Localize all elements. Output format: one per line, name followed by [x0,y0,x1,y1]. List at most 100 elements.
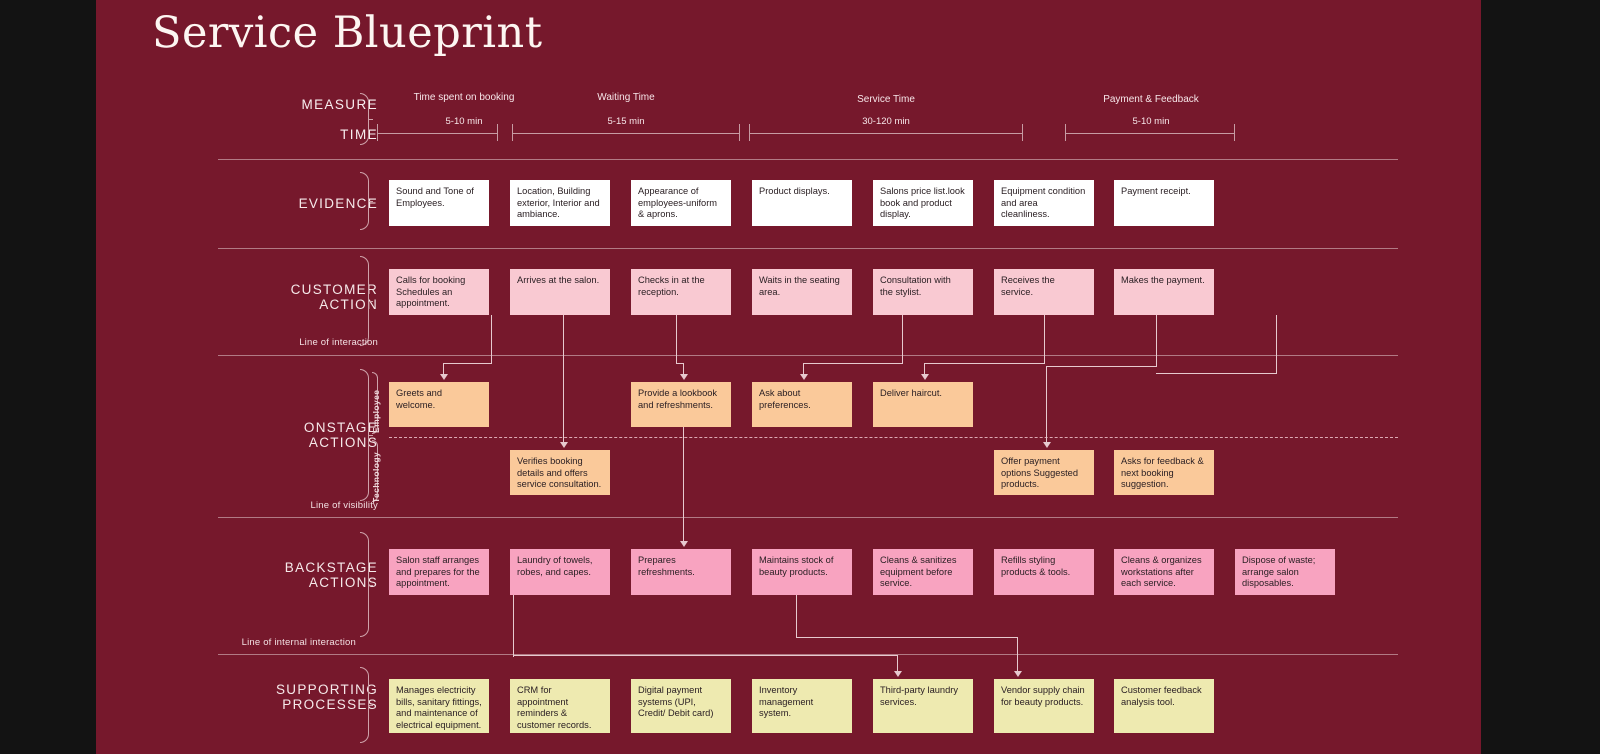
supporting-process-box[interactable]: Digital payment systems (UPI, Credit/ De… [631,679,731,733]
connector-segment [1017,637,1019,673]
connector-segment [796,637,1018,639]
customer-action-brace [360,256,373,346]
customer-action-box[interactable]: Waits in the seating area. [752,269,852,315]
connector-segment [924,363,1045,365]
phase-duration: 30-120 min [862,116,910,127]
connector-segment [803,363,903,365]
measure-row-label: MEASURE [301,97,378,112]
phase-duration: 5-10 min [1132,116,1170,127]
line-of-visibility-label: Line of visibility [310,500,378,511]
phase-dimension-cap [1022,124,1023,141]
row-label-onstage-2: ACTIONS [308,435,378,450]
connector-segment [1046,366,1157,368]
connector-segment [513,595,515,657]
connector-arrow [560,442,568,448]
connector-segment [491,315,493,363]
row-label-backstage-2: ACTIONS [308,575,378,590]
phase-name: Payment & Feedback [1103,94,1199,105]
supporting-process-box[interactable]: Customer feedback analysis tool. [1114,679,1214,733]
phase-name: Time spent on booking [413,92,515,103]
connector-segment [676,315,678,364]
backstage-box[interactable]: Cleans & organizes workstations after ea… [1114,549,1214,595]
row-label-evidence: EVIDENCE [298,196,378,211]
row-label-customer-action-1: CUSTOMER [290,282,378,297]
connector-arrow [921,374,929,380]
evidence-box[interactable]: Salons price list.look book and product … [873,180,973,226]
connector-segment [1156,373,1277,375]
measure-time-brace [360,93,373,145]
backstage-box[interactable]: Salon staff arranges and prepares for th… [389,549,489,595]
supporting-process-box[interactable]: Manages electricity bills, sanitary fitt… [389,679,489,733]
connector-segment [563,315,565,366]
backstage-box[interactable]: Prepares refreshments. [631,549,731,595]
supporting-process-box[interactable]: CRM for appointment reminders & customer… [510,679,610,733]
backstage-box[interactable]: Cleans & sanitizes equipment before serv… [873,549,973,595]
evidence-box[interactable]: Equipment condition and area cleanliness… [994,180,1094,226]
phase-name: Waiting Time [597,92,655,103]
connector-segment [897,655,899,673]
connector-arrow [1043,442,1051,448]
row-label-customer-action-2: ACTION [319,297,378,312]
customer-action-box[interactable]: Calls for booking Schedules an appointme… [389,269,489,315]
backstage-box[interactable]: Maintains stock of beauty products. [752,549,852,595]
phase-name: Service Time [857,94,915,105]
connector-segment [676,363,684,365]
phase-dimension-line [377,133,498,134]
customer-action-box[interactable]: Receives the service. [994,269,1094,315]
evidence-box[interactable]: Appearance of employees-uniform & aprons… [631,180,731,226]
backstage-box[interactable]: Laundry of towels, robes, and capes. [510,549,610,595]
onstage-technology-box[interactable]: Offer payment options Suggested products… [994,450,1094,495]
connector-segment [924,363,926,376]
connector-segment [1044,315,1046,363]
connector-segment [1156,315,1158,366]
connector-segment [803,363,805,376]
phase-dimension-cap [1065,124,1066,141]
evidence-box[interactable]: Product displays. [752,180,852,226]
line-of-interaction-label: Line of interaction [299,337,378,348]
phase-duration: 5-15 min [607,116,645,127]
phase-dimension-line [749,133,1023,134]
line-of-internal-interaction [218,654,1398,655]
connector-segment [796,595,798,638]
connector-segment [683,363,685,376]
phase-duration: 5-10 min [445,116,483,127]
row-label-backstage-1: BACKSTAGE [284,560,378,575]
connector-arrow [894,671,902,677]
onstage-employee-box[interactable]: Ask about preferences. [752,382,852,427]
line-of-interaction [218,355,1398,356]
connector-arrow [800,374,808,380]
onstage-employee-box[interactable]: Provide a lookbook and refreshments. [631,382,731,427]
time-row-label: TIME [340,127,378,142]
page-title: Service Blueprint [152,8,543,58]
sublane-label-employee: Employee [371,389,381,433]
connector-segment [563,366,565,444]
onstage-employee-box[interactable]: Greets and welcome. [389,382,489,427]
line-of-internal-interaction-label: Line of internal interaction [241,637,356,648]
customer-action-box[interactable]: Arrives at the salon. [510,269,610,315]
evidence-brace [360,172,373,230]
phase-dimension-line [512,133,740,134]
backstage-box[interactable]: Dispose of waste; arrange salon disposab… [1235,549,1335,595]
onstage-technology-box[interactable]: Verifies booking details and offers serv… [510,450,610,495]
onstage-employee-box[interactable]: Deliver haircut. [873,382,973,427]
customer-action-box[interactable]: Makes the payment. [1114,269,1214,315]
backstage-box[interactable]: Refills styling products & tools. [994,549,1094,595]
connector-segment [443,363,445,376]
blueprint-canvas: Service Blueprint MEASURE TIME Time spen… [96,0,1481,754]
evidence-box[interactable]: Location, Building exterior, Interior an… [510,180,610,226]
phase-dimension-cap [749,124,750,141]
supporting-process-box[interactable]: Third-party laundry services. [873,679,973,733]
customer-action-box[interactable]: Checks in at the reception. [631,269,731,315]
connector-arrow [680,541,688,547]
row-label-supporting-2: PROCESSES [282,697,378,712]
supporting-brace [360,667,373,743]
evidence-box[interactable]: Sound and Tone of Employees. [389,180,489,226]
row-label-onstage-1: ONSTAGE [303,420,378,435]
evidence-box[interactable]: Payment receipt. [1114,180,1214,226]
connector-segment [1276,315,1278,374]
supporting-process-box[interactable]: Vendor supply chain for beauty products. [994,679,1094,733]
customer-action-box[interactable]: Consultation with the stylist. [873,269,973,315]
row-label-supporting-1: SUPPORTING [275,682,378,697]
onstage-technology-box[interactable]: Asks for feedback & next booking suggest… [1114,450,1214,495]
supporting-process-box[interactable]: Inventory management system. [752,679,852,733]
